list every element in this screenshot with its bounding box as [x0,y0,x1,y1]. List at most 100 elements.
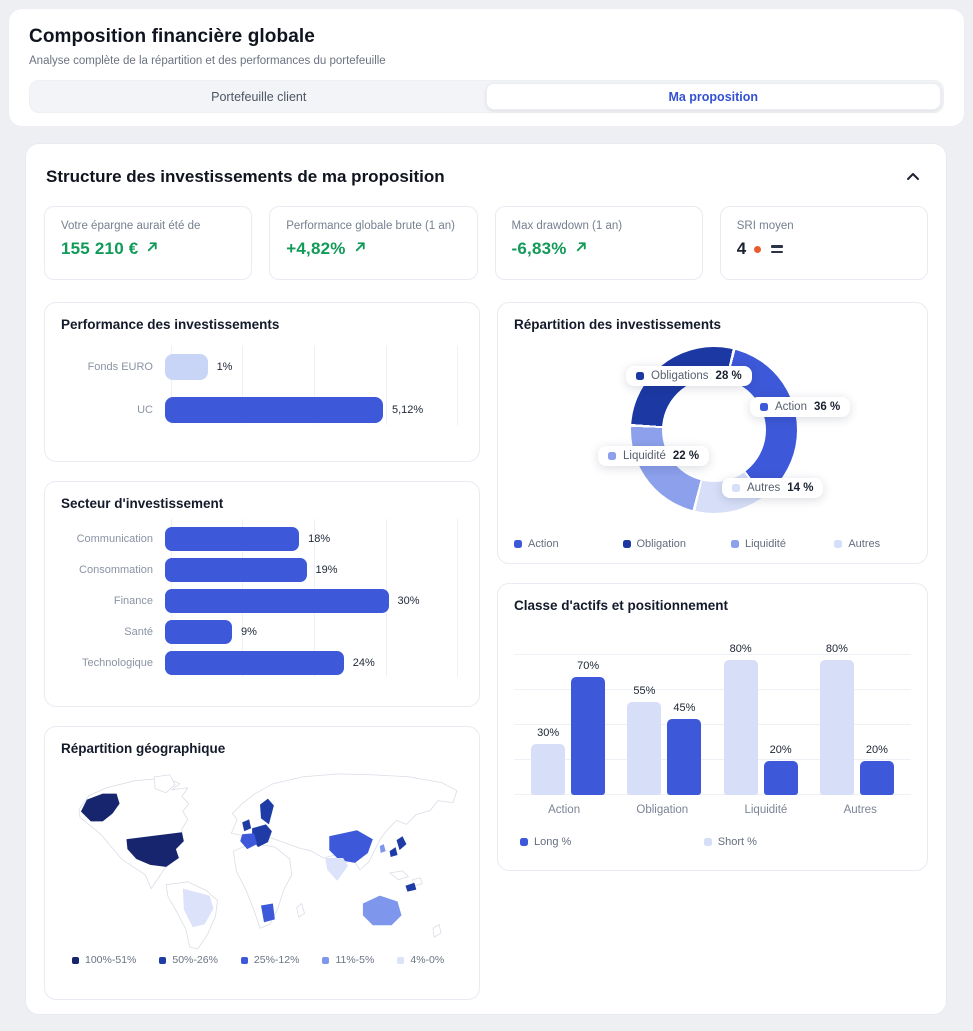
donut-badge-autres: Autres 14 % [722,478,824,498]
performance-chart-card: Performance des investissements Fonds EU… [44,302,480,462]
chevron-up-icon [905,170,921,185]
bar-label: Fonds EURO [87,361,153,373]
badge-label: Autres [747,482,781,494]
legend-swatch-icon [608,452,616,460]
badge-value: 14 % [787,482,814,494]
bar-label: Technologique [82,657,153,669]
x-axis-labels: Action Obligation Liquidité Autres [514,804,911,816]
bar-long-liquidite [763,761,798,795]
secteur-chart-card: Secteur d'investissement Communication 1… [44,481,480,707]
badge-value: 28 % [715,370,742,382]
bar-technologique [165,651,344,675]
legend-item: Action [514,538,623,550]
axis-label: Liquidité [744,804,788,816]
map-country-japan-south [389,847,398,857]
legend-swatch-icon [622,540,631,548]
kpi-performance: Performance globale brute (1 an) +4,82% [269,206,478,280]
bar-short-autres [819,660,854,795]
badge-label: Liquidité [623,450,666,462]
kpi-label: Performance globale brute (1 an) [286,220,456,232]
legend-label: 25%-12% [253,954,300,966]
legend-swatch-icon [834,540,843,548]
bar-value: 24% [352,657,375,669]
legend-label: 11%-5% [335,954,375,966]
bar-label: Santé [124,626,153,638]
map-country-scandinavia [260,798,274,825]
legend-swatch-icon [731,540,739,548]
tab-portefeuille-client[interactable]: Portefeuille client [211,89,307,104]
badge-value: 22 % [672,450,700,462]
bar-value: 45% [673,702,696,715]
legend-swatch-icon [732,484,740,492]
kpi-row: Votre épargne aurait été de 155 210 € Pe… [44,206,928,280]
legend-label: Action [528,538,559,550]
tab-bar: Portefeuille client Ma proposition [29,80,944,113]
kpi-label: Max drawdown (1 an) [511,220,623,232]
map-country-uk [242,819,252,832]
bar-value: 20% [865,744,888,757]
legend-swatch-icon [520,838,528,846]
kpi-label: SRI moyen [736,220,794,232]
bar-group-obligation: 55% 45% [627,685,702,795]
map-country-alaska [80,793,120,822]
axis-label: Action [548,804,581,816]
bar-short-liquidite [723,660,758,795]
legend-item: Short % [703,836,888,848]
map-continent-africa [232,842,293,929]
legend-label: Long % [534,836,572,848]
bar-value: 70% [577,659,600,672]
donut-legend: Action Obligation Liquidité Autres [514,538,917,550]
tab-ma-proposition[interactable]: Ma proposition [485,83,941,110]
trend-up-icon [354,240,367,258]
bar-short-action [531,744,566,795]
kpi-value: 155 210 € [61,239,139,258]
secteur-plot: Communication 18% Consommation 19% Finan… [77,519,463,677]
map-country-china [329,830,373,863]
map-island-indonesia [389,870,409,881]
bar-consommation [165,558,307,582]
legend-label: Liquidité [745,538,786,550]
map-country-new-guinea [405,882,417,892]
classe-chart-card: Classe d'actifs et positionnement 30% 70… [497,583,928,871]
map-continent-eurasia [230,773,458,871]
bar-row: UC 5,12% [137,397,463,423]
bar-uc [165,397,383,423]
bar-value: 5,12% [391,404,424,416]
bar-label: UC [137,404,153,416]
page-title: Composition financière globale [29,26,315,47]
bar-value: 80% [825,643,848,656]
kpi-value: -6,83% [511,239,567,258]
collapse-section-button[interactable] [900,164,926,190]
map-legend: 100%-51% 50%-26% 25%-12% 11%-5% 4%-0% [61,954,463,966]
bar-row: Fonds EURO 1% [88,354,463,380]
bar-value: 55% [633,685,656,698]
legend-label: 4%-0% [410,954,445,966]
chart-title: Classe d'actifs et positionnement [514,598,729,613]
chart-title: Répartition des investissements [514,317,722,332]
bar-row: Technologique 24% [82,651,463,675]
legend-label: 50%-26% [172,954,218,966]
legend-item: Liquidité [731,538,834,550]
structure-card: Structure des investissements de ma prop… [25,143,947,1015]
legend-item: Autres [834,538,917,550]
bar-value: 30% [397,595,420,607]
kpi-epargne: Votre épargne aurait été de 155 210 € [44,206,253,280]
bar-fonds-euro [165,354,208,380]
bar-value: 18% [308,533,331,545]
kpi-sri: SRI moyen 4 [719,206,928,280]
repartition-chart-card: Répartition des investissements Obligati… [497,302,928,564]
map-country-india [325,857,349,881]
performance-plot: Fonds EURO 1% UC 5,12% [88,346,463,425]
legend-swatch-icon [514,540,522,548]
legend-item: Obligation [622,538,732,550]
bar-group-liquidite: 80% 20% [723,643,798,795]
equals-icon [771,245,784,253]
map-continent-north-america [78,777,190,890]
bar-finance [165,589,389,613]
donut-badge-liquidite: Liquidité 22 % [598,446,710,466]
bar-long-obligation [667,719,702,795]
donut-hole [662,378,766,482]
map-country-brazil [182,888,214,928]
axis-label: Autres [843,804,877,816]
